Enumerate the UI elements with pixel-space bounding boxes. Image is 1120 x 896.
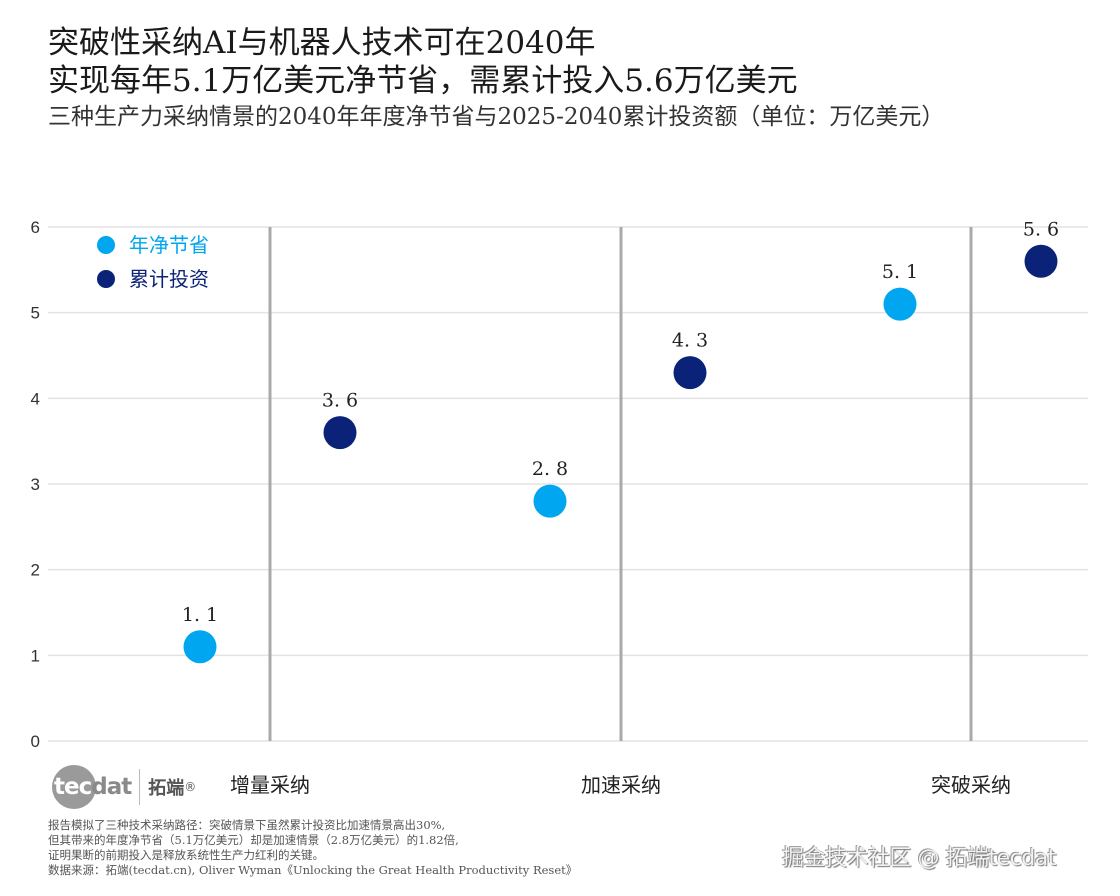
data-label: 4. 3 xyxy=(672,330,708,352)
y-tick-label: 3 xyxy=(31,475,40,494)
savings-point xyxy=(183,630,217,664)
data-label: 5. 6 xyxy=(1023,218,1059,240)
y-axis-ticks: 0 1 2 3 4 5 6 xyxy=(31,218,40,751)
y-tick-label: 4 xyxy=(31,389,40,408)
logo-tec: tec xyxy=(54,774,92,800)
legend-savings-label: 年净节省 xyxy=(129,233,209,257)
gridlines xyxy=(48,226,1088,742)
source-line: 数据来源：拓端(tecdat.cn), Oliver Wyman《Unlocki… xyxy=(48,863,578,877)
savings-point xyxy=(533,484,567,518)
investment-point xyxy=(673,356,707,390)
logo-divider xyxy=(139,769,141,805)
logo-cn: 拓端 xyxy=(148,778,185,799)
watermark: 掘金技术社区 @ 拓端tecdat xyxy=(782,846,1056,871)
category-label: 突破采纳 xyxy=(931,773,1011,797)
investment-point xyxy=(1024,244,1058,278)
x-axis-categories: 增量采纳 加速采纳 突破采纳 xyxy=(230,773,1011,797)
category-label: 增量采纳 xyxy=(230,773,310,797)
tecdat-logo: tec dat 拓端 ® xyxy=(52,764,196,810)
logo-circle xyxy=(52,765,96,809)
legend-savings-icon xyxy=(97,236,115,254)
chart-subtitle: 三种生产力采纳情景的2040年年度净节省与2025-2040累计投资额（单位：万… xyxy=(48,104,945,130)
note-line-2: 但其带来的年度净节省（5.1万亿美元）却是加速情景（2.8万亿美元）的1.82倍… xyxy=(48,833,459,847)
savings-point xyxy=(883,287,917,321)
data-label: 5. 1 xyxy=(882,261,918,283)
note-line-1: 报告模拟了三种技术采纳路径：突破情景下虽然累计投资比加速情景高出30%, xyxy=(48,818,446,832)
title-line-1: 突破性采纳AI与机器人技术可在2040年 xyxy=(48,25,596,61)
logo-dat: dat xyxy=(91,774,132,800)
y-tick-label: 5 xyxy=(31,304,40,323)
data-label: 2. 8 xyxy=(532,458,568,480)
investment-point xyxy=(323,416,357,450)
data-label: 3. 6 xyxy=(322,390,358,412)
legend-investment-label: 累计投资 xyxy=(129,267,209,291)
note-line-3: 证明果断的前期投入是释放系统性生产力红利的关键。 xyxy=(48,848,324,862)
data-points: 1. 1 2. 8 5. 1 3. 6 4. 3 5. 6 xyxy=(182,218,1059,664)
data-label: 1. 1 xyxy=(182,604,218,626)
y-tick-label: 0 xyxy=(31,732,40,751)
category-separators xyxy=(268,227,973,741)
title-line-2: 实现每年5.1万亿美元净节省，需累计投入5.6万亿美元 xyxy=(48,63,798,99)
y-tick-label: 6 xyxy=(31,218,40,237)
category-label: 加速采纳 xyxy=(581,773,661,797)
y-tick-label: 1 xyxy=(31,646,40,665)
chart-title: 突破性采纳AI与机器人技术可在2040年 实现每年5.1万亿美元净节省，需累计投… xyxy=(48,24,798,100)
footnotes: 报告模拟了三种技术采纳路径：突破情景下虽然累计投资比加速情景高出30%, 但其带… xyxy=(48,818,577,878)
y-tick-label: 2 xyxy=(31,561,40,580)
legend-investment-icon xyxy=(97,270,115,288)
logo-reg: ® xyxy=(184,780,197,794)
